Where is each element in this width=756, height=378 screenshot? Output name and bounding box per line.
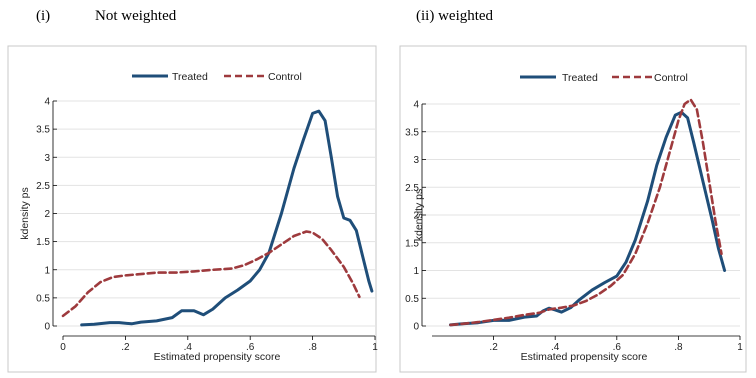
left-panel-title: Not weighted — [95, 8, 177, 24]
x-tick-label: .6 — [613, 342, 622, 353]
y-tick-label: 1 — [44, 265, 50, 276]
y-tick-label: 1.5 — [405, 238, 419, 249]
x-tick-label: .2 — [489, 342, 498, 353]
series-line-treated — [449, 110, 727, 327]
panel-frame — [7, 45, 377, 373]
x-tick-label: .4 — [551, 342, 560, 353]
x-tick-label: 1 — [372, 342, 378, 353]
y-tick-label: 4 — [413, 100, 419, 111]
y-tick-label: 0 — [413, 322, 419, 333]
y-tick-label: 4 — [44, 97, 50, 108]
y-axis-label: kdensity ps — [19, 187, 31, 240]
x-tick-label: .8 — [308, 342, 317, 353]
y-tick-label: 3 — [44, 153, 50, 164]
x-axis-label: Estimated propensity score — [154, 351, 281, 363]
y-tick-label: 0.5 — [36, 293, 50, 304]
right-panel-title: (ii) weighted — [416, 8, 494, 24]
x-tick-label: .4 — [184, 342, 193, 353]
y-tick-label: 3.5 — [36, 125, 50, 136]
left-panel-index: (i) — [36, 8, 51, 24]
legend-label-treated: Treated — [562, 72, 598, 84]
y-tick-label: 3.5 — [405, 127, 419, 138]
panel-1 — [7, 45, 377, 373]
x-tick-label: .8 — [674, 342, 683, 353]
y-tick-label: 0.5 — [405, 294, 419, 305]
panel-frame — [399, 45, 747, 373]
y-tick-label: 0 — [44, 322, 50, 333]
panel-2 — [399, 45, 747, 373]
series-line-control — [61, 230, 361, 318]
legend-label-control: Control — [654, 72, 688, 84]
x-tick-label: .2 — [121, 342, 130, 353]
legend-label-treated: Treated — [172, 71, 208, 83]
y-tick-label: 2 — [413, 211, 419, 222]
x-tick-label: 1 — [737, 342, 743, 353]
y-tick-label: 1 — [413, 266, 419, 277]
series-line-treated — [80, 109, 374, 327]
series-line-control — [449, 98, 723, 327]
x-tick-label: .6 — [246, 342, 255, 353]
x-tick-label: 0 — [60, 342, 66, 353]
y-tick-label: 1.5 — [36, 237, 50, 248]
y-tick-label: 2.5 — [36, 181, 50, 192]
y-tick-label: 2 — [44, 209, 50, 220]
x-axis-label: Estimated propensity score — [521, 351, 648, 363]
y-tick-label: 2.5 — [405, 183, 419, 194]
legend-label-control: Control — [268, 71, 302, 83]
y-axis-label: kdensity ps — [413, 189, 425, 242]
y-tick-label: 3 — [413, 155, 419, 166]
